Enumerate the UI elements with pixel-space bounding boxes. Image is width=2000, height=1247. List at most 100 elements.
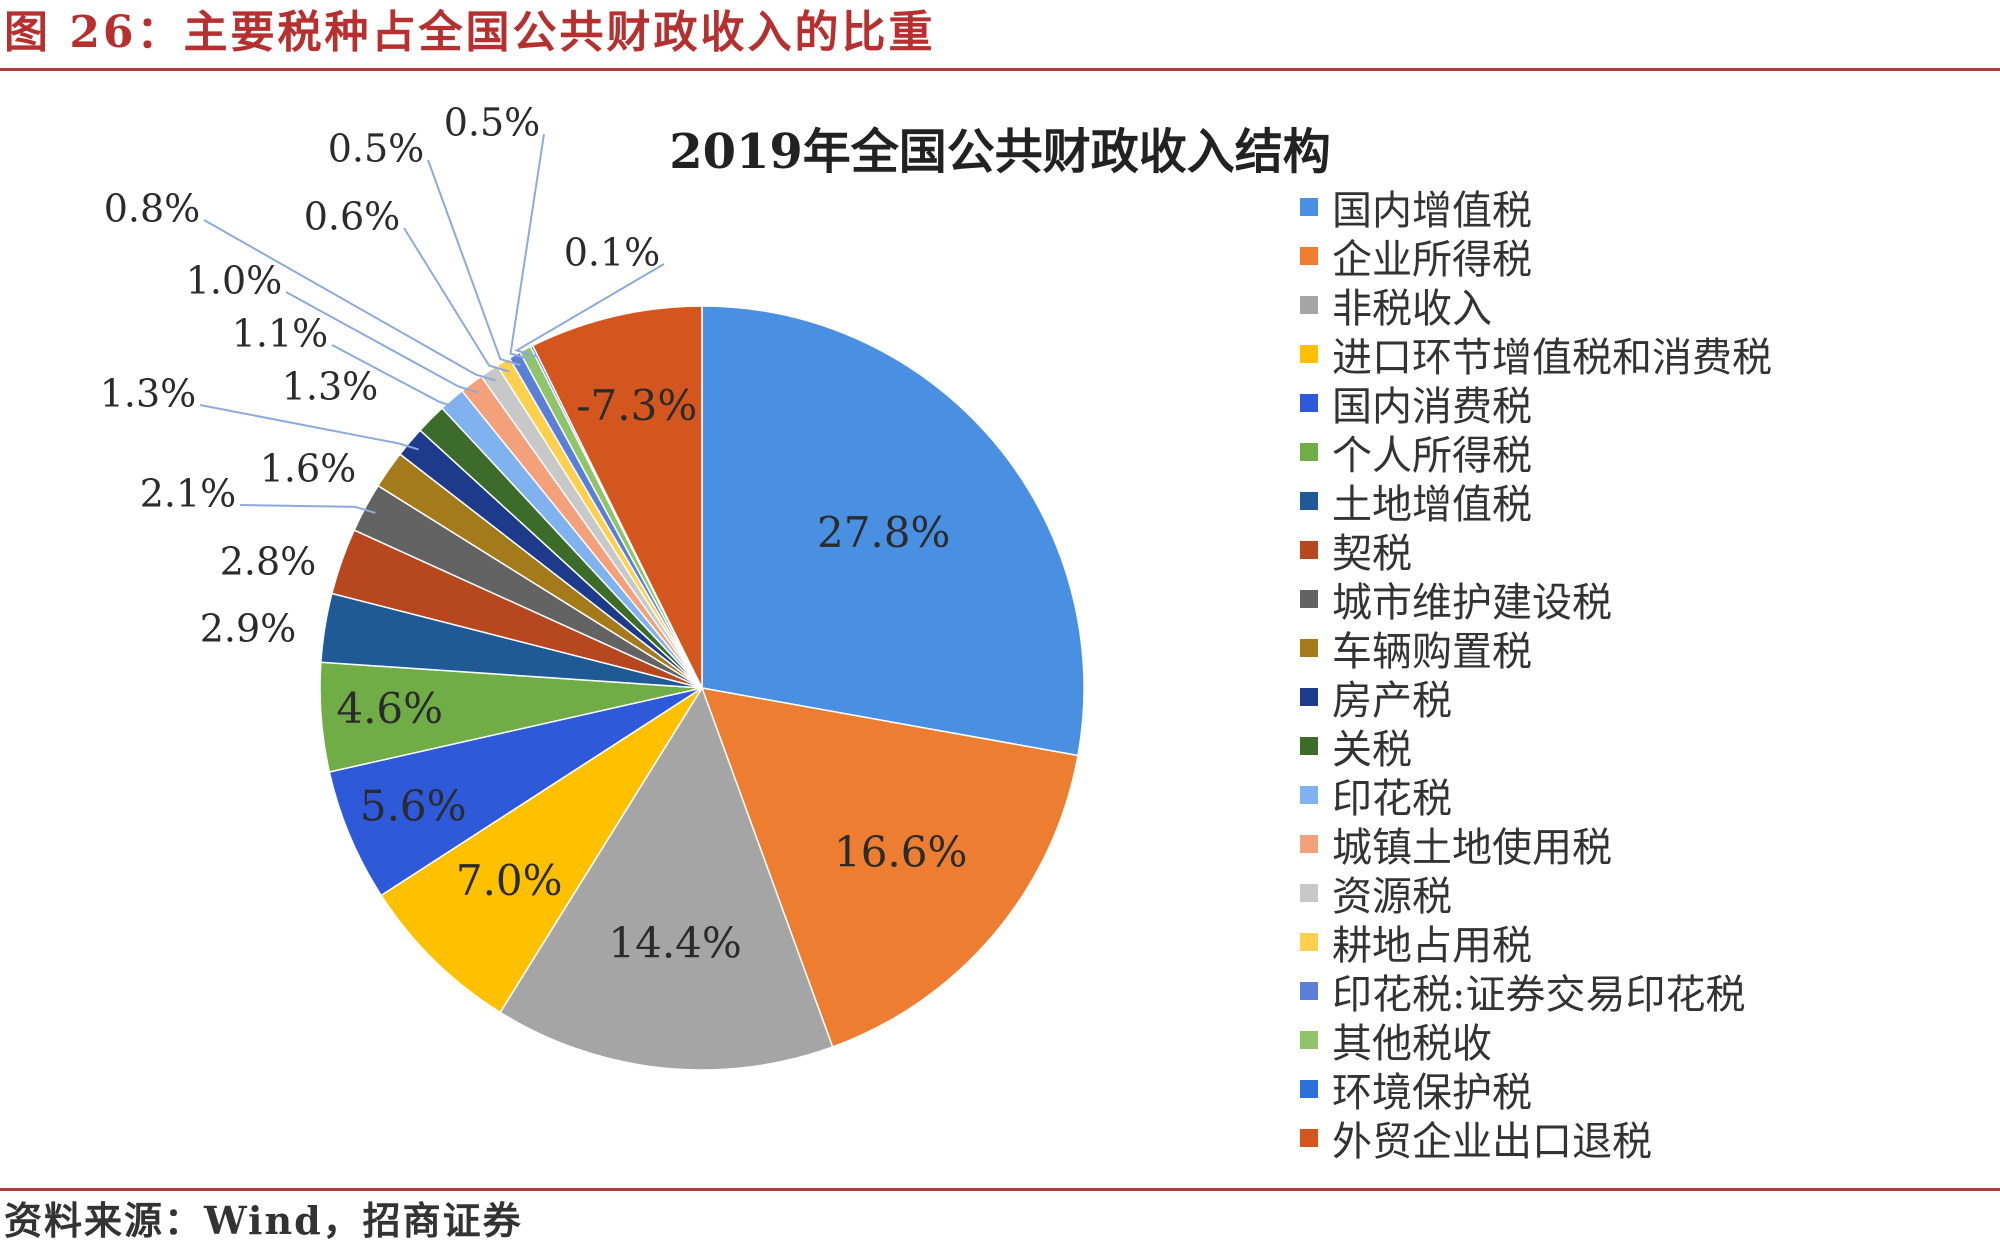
data-label-3: 14.4% xyxy=(608,918,741,967)
legend-item-16: 耕地占用税 xyxy=(1300,917,1990,969)
legend-swatch xyxy=(1300,246,1318,265)
legend-label: 个人所得税 xyxy=(1332,432,1532,479)
legend-item-19: 环境保护税 xyxy=(1300,1064,1990,1116)
legend-item-14: 城镇土地使用税 xyxy=(1300,819,1990,871)
legend-swatch xyxy=(1300,785,1318,804)
data-label-10: 1.6% xyxy=(260,447,357,491)
legend-item-6: 个人所得税 xyxy=(1300,427,1990,479)
data-label-20: -7.3% xyxy=(576,381,697,430)
legend-label: 国内增值税 xyxy=(1332,187,1532,234)
data-label-8: 2.8% xyxy=(220,540,317,584)
legend-swatch xyxy=(1300,736,1318,755)
legend-label: 印花税 xyxy=(1332,775,1452,822)
legend-swatch xyxy=(1300,589,1318,608)
leader-line-17 xyxy=(427,159,521,367)
data-label-7: 2.9% xyxy=(200,607,297,651)
legend-swatch xyxy=(1300,1079,1318,1098)
legend-swatch xyxy=(1300,344,1318,363)
leader-line-19 xyxy=(514,263,665,358)
legend-item-8: 契税 xyxy=(1300,525,1990,577)
legend-swatch xyxy=(1300,834,1318,853)
legend-item-17: 印花税:证券交易印花税 xyxy=(1300,966,1990,1018)
pie-slice-1 xyxy=(701,305,1085,757)
legend-item-7: 土地增值税 xyxy=(1300,476,1990,528)
data-label-16: 0.6% xyxy=(304,195,401,239)
chart-title: 2019年全国公共财政收入结构 xyxy=(669,124,1331,180)
data-label-19: 0.1% xyxy=(564,231,661,275)
data-label-2: 16.6% xyxy=(834,827,967,876)
chart-legend: 国内增值税 企业所得税 非税收入 进口环节增值税和消费税 国内消费税 个人所得税 土地增值税… xyxy=(1300,182,1990,1165)
data-label-11: 1.3% xyxy=(100,372,197,416)
pie-slice-4 xyxy=(380,687,703,1014)
legend-swatch xyxy=(1300,883,1318,902)
legend-swatch xyxy=(1300,932,1318,951)
legend-label: 非税收入 xyxy=(1332,285,1492,332)
legend-swatch xyxy=(1300,687,1318,706)
legend-item-11: 房产税 xyxy=(1300,672,1990,724)
legend-swatch xyxy=(1300,393,1318,412)
legend-swatch xyxy=(1300,491,1318,510)
legend-swatch xyxy=(1300,295,1318,314)
pie-slice-2 xyxy=(700,687,1079,1048)
legend-label: 城镇土地使用税 xyxy=(1332,824,1612,871)
data-label-17: 0.5% xyxy=(328,127,425,171)
legend-item-18: 其他税收 xyxy=(1300,1015,1990,1067)
legend-swatch xyxy=(1300,1128,1318,1147)
data-label-15: 0.8% xyxy=(104,187,201,231)
legend-label: 其他税收 xyxy=(1332,1020,1492,1067)
leader-line-14 xyxy=(285,291,479,394)
legend-label: 进口环节增值税和消费税 xyxy=(1332,334,1772,381)
legend-label: 国内消费税 xyxy=(1332,383,1532,430)
legend-swatch xyxy=(1300,981,1318,1000)
data-label-13: 1.1% xyxy=(232,312,329,356)
legend-label: 环境保护税 xyxy=(1332,1069,1532,1116)
legend-item-3: 非税收入 xyxy=(1300,280,1990,332)
legend-item-10: 车辆购置税 xyxy=(1300,623,1990,675)
pie-slice-5 xyxy=(328,687,703,897)
leader-line-16 xyxy=(403,227,510,373)
data-label-5: 5.6% xyxy=(360,781,467,830)
legend-item-5: 国内消费税 xyxy=(1300,378,1990,430)
legend-swatch xyxy=(1300,638,1318,657)
leader-line-11 xyxy=(199,404,419,451)
pie-slice-3 xyxy=(499,686,834,1071)
legend-item-15: 资源税 xyxy=(1300,868,1990,920)
legend-label: 城市维护建设税 xyxy=(1332,579,1612,626)
data-label-4: 7.0% xyxy=(456,856,563,905)
legend-label: 耕地占用税 xyxy=(1332,922,1532,969)
legend-item-12: 关税 xyxy=(1300,721,1990,773)
data-label-9: 2.1% xyxy=(140,472,237,516)
legend-item-13: 印花税 xyxy=(1300,770,1990,822)
leader-line-15 xyxy=(203,219,496,382)
legend-item-9: 城市维护建设税 xyxy=(1300,574,1990,626)
legend-item-2: 企业所得税 xyxy=(1300,231,1990,283)
legend-label: 企业所得税 xyxy=(1332,236,1532,283)
data-label-1: 27.8% xyxy=(817,508,950,557)
bottom-divider xyxy=(0,1188,2000,1191)
legend-label: 车辆购置税 xyxy=(1332,628,1532,675)
legend-swatch xyxy=(1300,197,1318,216)
data-label-14: 1.0% xyxy=(186,259,283,303)
legend-label: 外贸企业出口退税 xyxy=(1332,1118,1652,1165)
legend-label: 资源税 xyxy=(1332,873,1452,920)
legend-label: 印花税:证券交易印花税 xyxy=(1332,971,1746,1018)
legend-label: 土地增值税 xyxy=(1332,481,1532,528)
data-label-18: 0.5% xyxy=(444,101,541,145)
legend-item-1: 国内增值税 xyxy=(1300,182,1990,234)
pie-slice-20 xyxy=(531,305,703,689)
leader-line-13 xyxy=(331,344,460,409)
legend-swatch xyxy=(1300,540,1318,559)
top-divider xyxy=(0,68,2000,71)
legend-item-4: 进口环节增值税和消费税 xyxy=(1300,329,1990,381)
data-label-6: 4.6% xyxy=(336,684,443,733)
source-note: 资料来源：Wind，招商证券 xyxy=(4,1198,523,1243)
figure-caption: 图 26：主要税种占全国公共财政收入的比重 xyxy=(4,7,936,58)
leader-line-9 xyxy=(239,504,376,514)
legend-swatch xyxy=(1300,1030,1318,1049)
legend-label: 房产税 xyxy=(1332,677,1452,724)
data-label-12: 1.3% xyxy=(282,365,379,409)
legend-swatch xyxy=(1300,442,1318,461)
legend-item-20: 外贸企业出口退税 xyxy=(1300,1113,1990,1165)
legend-label: 契税 xyxy=(1332,530,1412,577)
